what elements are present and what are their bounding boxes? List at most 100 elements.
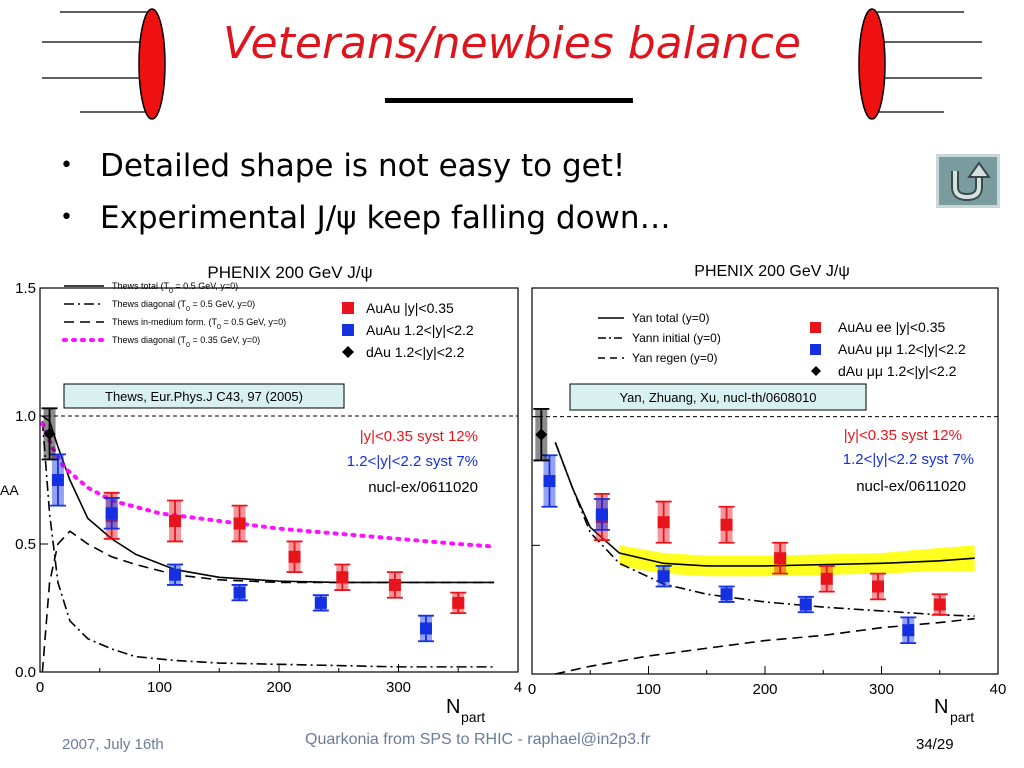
bullet-text: Detailed shape is not easy to get!	[100, 148, 626, 184]
left-data-point	[41, 407, 58, 461]
right-marker-diamond	[535, 428, 548, 441]
right-data-point	[718, 585, 735, 603]
bullet-list: • Detailed shape is not easy to get! • Exp…	[60, 140, 671, 244]
left-marker-square	[105, 507, 118, 520]
right-data-legend-label: dAu μμ 1.2<|y|<2.2	[838, 363, 957, 379]
right-ellipse-decoration	[858, 8, 886, 120]
right-marker-square	[799, 598, 812, 611]
right-model-legend-label: Yan total (y=0)	[632, 311, 709, 325]
left-marker-square	[388, 578, 401, 591]
return-arrow-icon	[951, 161, 991, 202]
bullet-item: • Experimental J/ψ keep falling down…	[60, 192, 671, 244]
bullet-text: Experimental J/ψ keep falling down…	[100, 200, 671, 236]
right-data-point	[655, 500, 672, 544]
left-ellipse-decoration	[138, 8, 166, 120]
right-track-lines	[876, 11, 982, 113]
right-data-legend-marker	[810, 322, 821, 333]
right-annotation-reference: nucl-ex/0611020	[856, 478, 966, 495]
right-plot-title: PHENIX 200 GeV J/ψ	[694, 263, 849, 280]
right-data-point	[931, 593, 948, 616]
right-marker-square	[902, 624, 915, 637]
right-model-curve-dashdot	[554, 442, 975, 617]
right-data-point	[541, 454, 558, 508]
left-data-point	[49, 453, 66, 507]
right-model-curve-dashed	[555, 617, 975, 675]
right-marker-square	[872, 580, 885, 593]
bullet-dot: •	[60, 205, 73, 230]
left-track-lines	[42, 11, 148, 113]
right-x-tick-label: 300	[869, 681, 894, 698]
right-data-point	[533, 408, 550, 462]
left-data-point	[417, 614, 434, 643]
left-model-curve-solid	[41, 415, 495, 584]
left-data-point	[231, 504, 248, 543]
left-data-legend-marker	[342, 346, 354, 358]
left-y-axis-label: AA	[0, 482, 19, 498]
left-data-point	[167, 499, 184, 543]
left-x-axis-label-sub: part	[461, 709, 485, 725]
left-marker-square	[336, 571, 349, 584]
left-marker-square	[288, 550, 301, 563]
left-marker-diamond	[43, 427, 56, 440]
left-marker-square	[452, 596, 465, 609]
left-data-point	[386, 571, 403, 599]
left-marker-square	[314, 596, 327, 609]
right-data-point	[655, 565, 672, 588]
title-underline	[385, 98, 633, 103]
left-annotation-mid-rapidity: |y|<0.35 syst 12%	[360, 428, 478, 445]
left-citation: Thews, Eur.Phys.J C43, 97 (2005)	[105, 389, 303, 404]
left-plot: PHENIX 200 GeV J/ψ 0 100 200 300 4 0.0 0.5 1.0 1…	[0, 263, 522, 725]
right-data-point	[593, 498, 610, 531]
right-model-legend-label: Yan regen (y=0)	[632, 351, 718, 365]
right-marker-square	[820, 572, 833, 585]
right-data-point	[718, 505, 735, 544]
left-marker-square	[169, 568, 182, 581]
left-annotation-forward-rapidity: 1.2<|y|<2.2 syst 7%	[347, 453, 478, 470]
right-data-point	[772, 541, 789, 575]
right-x-axis-label: N	[934, 696, 948, 718]
right-x-axis-label-sub: part	[950, 709, 974, 725]
left-model-legend-label: Thews in-medium form. (T0 = 0.5 GeV, y=0…	[112, 317, 286, 331]
right-marker-square	[657, 516, 670, 529]
right-marker-square	[933, 598, 946, 611]
left-data-point	[167, 563, 184, 586]
bullet-item: • Detailed shape is not easy to get!	[60, 140, 671, 192]
right-annotation-forward-rapidity: 1.2<|y|<2.2 syst 7%	[843, 451, 974, 468]
right-x-tick-label: 40	[990, 681, 1007, 698]
right-plot-frame	[531, 287, 999, 675]
left-data-point	[312, 594, 329, 612]
right-citation: Yan, Zhuang, Xu, nucl-th/0608010	[619, 390, 816, 405]
left-plot-title: PHENIX 200 GeV J/ψ	[207, 263, 372, 282]
left-data-point	[231, 584, 248, 602]
header-decoration	[42, 8, 982, 120]
left-annotation-reference: nucl-ex/0611020	[368, 479, 478, 496]
right-data-legend-label: AuAu μμ 1.2<|y|<2.2	[838, 341, 966, 357]
left-data-legend-label: AuAu |y|<0.35	[366, 300, 454, 316]
left-data-legend-marker	[342, 324, 354, 336]
left-data-legend-marker	[342, 302, 354, 314]
right-data-point	[870, 572, 887, 601]
left-x-tick-label: 100	[147, 679, 172, 696]
left-x-tick-label: 300	[386, 679, 411, 696]
footer-date: 2007, July 16th	[62, 736, 164, 753]
left-x-tick-label: 0	[36, 679, 44, 696]
back-button[interactable]	[936, 154, 1000, 208]
right-citation-box	[569, 383, 867, 411]
right-x-tick-label: 0	[528, 681, 536, 698]
left-plot-frame	[39, 287, 519, 673]
right-marker-square	[543, 475, 556, 487]
left-y-tick-label: 0.0	[15, 664, 36, 681]
left-citation-box	[63, 383, 345, 409]
left-model-curve-dashed	[41, 530, 495, 673]
left-model-curve-dotted-magenta	[40, 421, 497, 549]
left-marker-square	[169, 514, 182, 527]
right-data-legend-marker	[810, 344, 821, 355]
right-marker-square	[720, 588, 733, 601]
right-x-tick-label: 200	[752, 681, 777, 698]
left-data-legend-label: AuAu 1.2<|y|<2.2	[366, 322, 474, 338]
left-x-tick-label: 4	[514, 679, 522, 696]
left-data-legend-label: dAu 1.2<|y|<2.2	[366, 344, 465, 360]
left-marker-square	[233, 517, 246, 530]
left-x-axis-label: N	[446, 696, 460, 718]
right-data-point	[797, 595, 814, 614]
